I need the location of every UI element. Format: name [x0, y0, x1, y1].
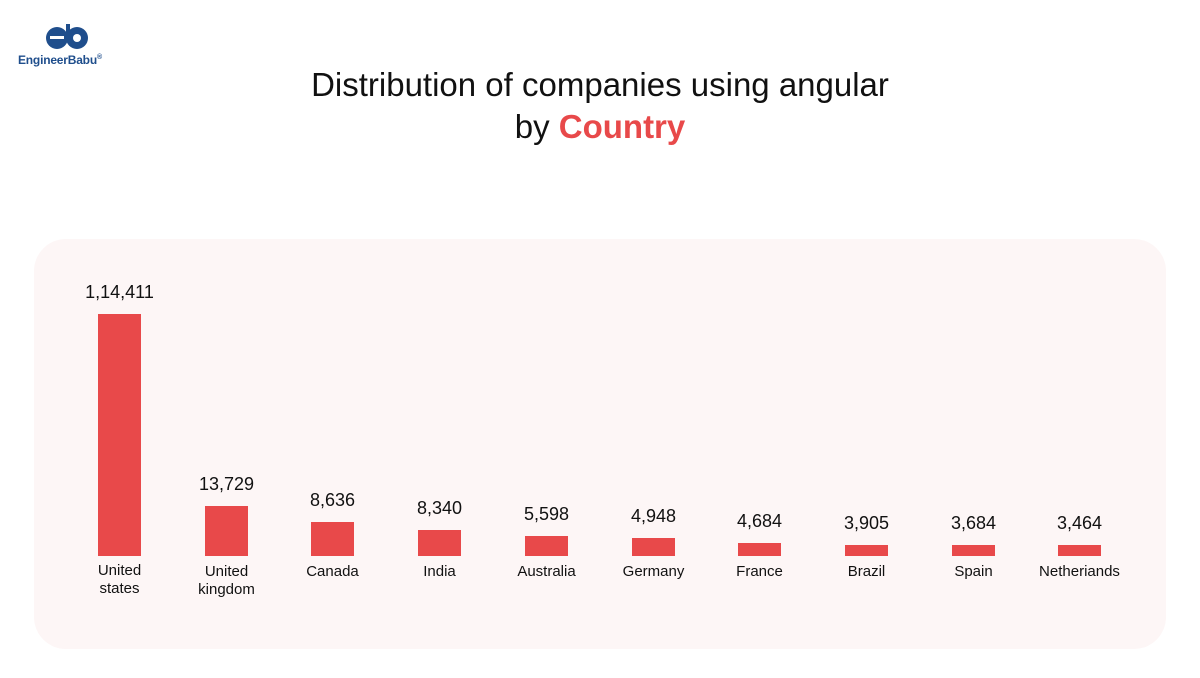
category-label: United kingdom	[198, 563, 255, 598]
chart-panel	[34, 239, 1166, 649]
title-accent: Country	[558, 108, 686, 145]
category-label: Canada	[306, 563, 359, 580]
brand-logo: EngineerBabu®	[18, 22, 118, 72]
category-label: France	[736, 563, 783, 580]
title-line1: Distribution of companies using angular	[311, 66, 889, 103]
bar-4	[525, 536, 568, 556]
value-label: 3,684	[950, 513, 997, 533]
value-label: 13,729	[198, 474, 255, 494]
value-label: 8,636	[309, 490, 356, 510]
eb-logo-icon	[46, 24, 88, 49]
category-label: United states	[97, 562, 142, 597]
category-label: Australia	[517, 563, 576, 580]
bar-7	[845, 545, 888, 556]
category-label: Brazil	[847, 563, 886, 580]
value-label: 4,948	[630, 506, 677, 526]
value-label: 1,14,411	[85, 282, 154, 302]
brand-name: EngineerBabu®	[18, 53, 102, 67]
category-label: Germany	[622, 563, 685, 580]
category-label: India	[423, 563, 456, 580]
bar-1	[205, 506, 248, 556]
category-label: Netheriands	[1039, 563, 1120, 580]
value-label: 8,340	[416, 498, 463, 518]
title-line2: by Country	[514, 108, 686, 145]
value-label: 4,684	[736, 511, 783, 531]
chart-title: Distribution of companies using angular …	[0, 64, 1200, 148]
bar-3	[418, 530, 461, 556]
bar-8	[952, 545, 995, 556]
bar-5	[632, 538, 675, 556]
bar-6	[738, 543, 781, 556]
bar-2	[311, 522, 354, 556]
bar-9	[1058, 545, 1101, 556]
value-label: 3,905	[843, 513, 890, 533]
bar-0	[98, 314, 141, 556]
category-label: Spain	[954, 563, 993, 580]
value-label: 3,464	[1056, 513, 1103, 533]
value-label: 5,598	[523, 504, 570, 524]
